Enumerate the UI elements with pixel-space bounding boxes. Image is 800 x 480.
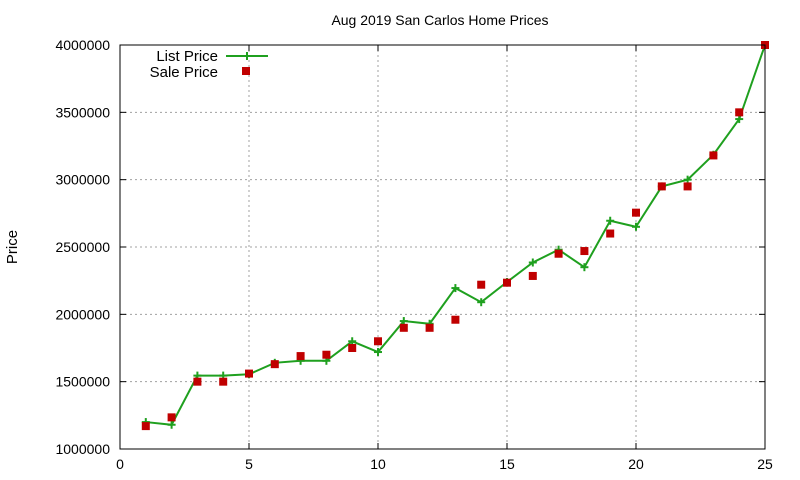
point-sale-price — [219, 377, 228, 386]
point-sale-price — [683, 182, 692, 191]
axis-ticks: 0 5 10 15 20 25 1000000 1500000 2000000 2500000 30… — [55, 37, 773, 472]
x-tick-label: 15 — [499, 456, 515, 472]
point-list-price — [348, 337, 357, 346]
x-tick-label: 20 — [628, 456, 644, 472]
grid — [120, 45, 765, 449]
point-list-price — [374, 348, 382, 357]
point-sale-price — [580, 247, 589, 256]
point-list-price — [735, 115, 744, 124]
y-tick-label: 1000000 — [55, 441, 110, 457]
y-tick-label: 3500000 — [55, 104, 110, 120]
point-sale-price — [296, 352, 305, 361]
point-sale-price — [735, 108, 744, 117]
point-sale-price — [348, 344, 357, 352]
point-list-price — [683, 175, 692, 184]
point-sale-price — [374, 337, 382, 346]
point-list-price — [606, 216, 615, 225]
y-tick-label: 4000000 — [55, 37, 110, 53]
point-sale-price — [632, 208, 640, 217]
point-list-price — [167, 420, 176, 429]
x-tick-label: 0 — [116, 456, 124, 472]
series-layer — [141, 41, 769, 431]
x-tick-label: 10 — [370, 456, 386, 472]
point-sale-price — [245, 369, 253, 378]
point-sale-price — [270, 360, 279, 369]
point-sale-price — [554, 249, 563, 258]
legend-marker-list-price — [243, 52, 251, 60]
plot-frame — [119, 44, 766, 450]
point-sale-price — [709, 151, 718, 160]
point-list-price — [451, 284, 460, 293]
point-sale-price — [167, 413, 176, 422]
y-tick-label: 2500000 — [55, 239, 110, 255]
point-list-price — [632, 222, 640, 231]
legend-label-list-price: List Price — [156, 48, 218, 65]
point-sale-price — [322, 350, 331, 359]
point-sale-price — [503, 278, 511, 287]
point-sale-price — [528, 271, 537, 280]
chart-title: Aug 2019 San Carlos Home Prices — [331, 12, 548, 28]
series-line-list-price — [145, 44, 766, 426]
legend-marker-sale-price — [242, 67, 250, 75]
point-list-price — [477, 298, 486, 307]
point-sale-price — [606, 229, 615, 238]
y-axis-label: Price — [4, 230, 21, 264]
point-sale-price — [425, 323, 434, 332]
point-sale-price — [451, 315, 460, 324]
point-list-price — [580, 263, 589, 272]
y-tick-label: 1500000 — [55, 374, 110, 390]
x-tick-label: 5 — [245, 456, 253, 472]
y-tick-label: 3000000 — [55, 172, 110, 188]
legend: List Price Sale Price — [150, 48, 268, 81]
y-tick-label: 2000000 — [55, 306, 110, 322]
x-tick-label: 25 — [757, 456, 773, 472]
point-sale-price — [141, 422, 150, 431]
point-sale-price — [399, 323, 408, 332]
legend-plus-glyph — [243, 52, 251, 60]
point-list-price — [528, 258, 537, 267]
point-sale-price — [477, 280, 486, 289]
point-list-price — [399, 317, 408, 326]
legend-label-sale-price: Sale Price — [150, 64, 218, 81]
point-sale-price — [193, 377, 202, 386]
point-sale-price — [657, 182, 666, 191]
